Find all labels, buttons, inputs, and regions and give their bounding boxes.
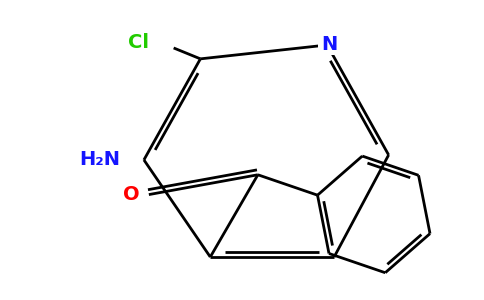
FancyBboxPatch shape — [318, 35, 340, 55]
FancyBboxPatch shape — [76, 150, 122, 170]
Text: Cl: Cl — [128, 34, 150, 52]
Text: H₂N: H₂N — [79, 150, 120, 170]
Text: N: N — [321, 35, 337, 55]
FancyBboxPatch shape — [121, 185, 141, 205]
Text: O: O — [123, 185, 139, 204]
FancyBboxPatch shape — [123, 33, 155, 53]
